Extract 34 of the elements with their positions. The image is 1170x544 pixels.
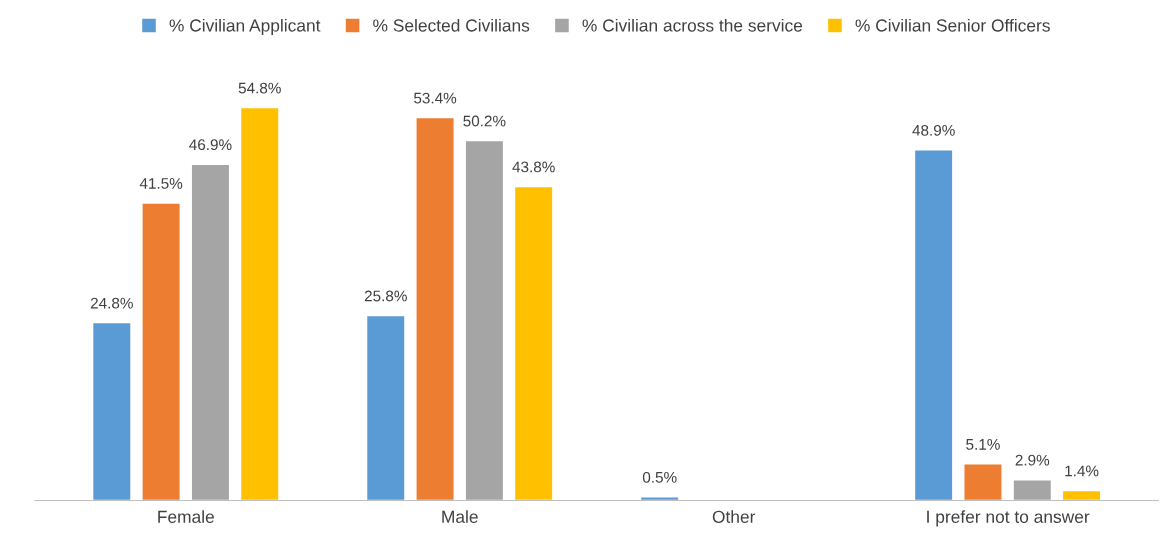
bar (1012, 478, 1053, 501)
x-tick-label: Other (712, 510, 756, 523)
bar (365, 314, 406, 501)
bar (415, 116, 455, 501)
bar (513, 185, 554, 501)
legend-label: % Civilian Applicant (169, 18, 321, 36)
data-label: 0.5% (642, 471, 677, 483)
bar (239, 106, 280, 501)
data-label: 50.2% (463, 115, 506, 127)
x-tick-label: Female (158, 510, 214, 523)
legend-label: % Civilian across the service (582, 18, 803, 32)
bar (141, 202, 181, 501)
data-label: 2.9% (1015, 454, 1050, 466)
data-label: 48.9% (912, 124, 955, 136)
bar (190, 163, 231, 501)
x-tick-label: Male (442, 510, 478, 523)
bar (639, 496, 680, 501)
bar (91, 321, 132, 501)
bar (1061, 489, 1102, 501)
bar (464, 139, 505, 501)
data-label: 46.9% (189, 139, 232, 151)
data-label: 41.5% (139, 178, 183, 189)
data-label: 54.8% (238, 82, 281, 94)
bar (963, 463, 1003, 501)
data-label: 24.8% (90, 297, 133, 309)
data-label: 5.1% (966, 439, 1000, 450)
data-label: 53.4% (414, 92, 457, 104)
x-tick-label: I prefer not to answer (927, 510, 1090, 527)
bar (913, 149, 954, 501)
data-label: 25.8% (364, 290, 407, 302)
data-label: 43.8% (512, 161, 555, 173)
legend-label: % Civilian Senior Officers (855, 18, 1050, 32)
data-label: 1.4% (1065, 465, 1099, 477)
legend-label: % Selected Civilians (373, 18, 530, 32)
